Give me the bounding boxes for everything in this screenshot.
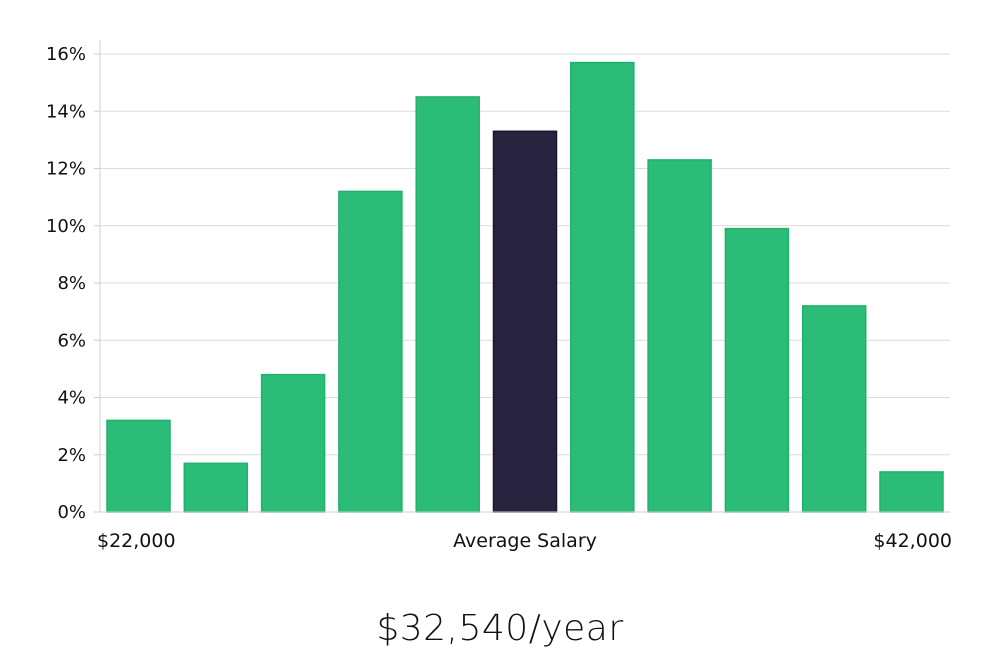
- y-tick-label: 10%: [46, 216, 86, 237]
- average-salary-value: $32,540/year: [376, 608, 624, 649]
- chart-canvas: 0% 2% 4% 6% 8% 10% 12% 14% 16% $22,000 Average S…: [46, 40, 952, 552]
- y-tick-label: 16%: [46, 44, 86, 65]
- bars: [106, 61, 944, 513]
- bar: [647, 159, 712, 513]
- bar-average-highlight: [492, 130, 558, 513]
- x-axis-label-min: $22,000: [97, 530, 176, 552]
- y-tick-label: 2%: [57, 445, 86, 466]
- y-tick-label: 0%: [57, 502, 86, 523]
- bar: [106, 419, 171, 513]
- bar: [415, 96, 480, 513]
- y-tick-label: 4%: [57, 388, 86, 409]
- y-axis-ticks: 0% 2% 4% 6% 8% 10% 12% 14% 16%: [46, 44, 100, 523]
- bar: [879, 471, 944, 513]
- bar: [801, 305, 867, 513]
- bar: [570, 61, 635, 513]
- x-axis-label-center: Average Salary: [453, 530, 597, 552]
- y-tick-label: 8%: [57, 273, 86, 294]
- bar: [183, 462, 249, 513]
- x-axis-label-max: $42,000: [873, 530, 952, 552]
- y-tick-label: 6%: [57, 330, 86, 351]
- bar: [338, 190, 403, 513]
- y-tick-label: 12%: [46, 159, 86, 180]
- bar: [260, 373, 326, 513]
- bar: [724, 227, 790, 513]
- y-tick-label: 14%: [46, 101, 86, 122]
